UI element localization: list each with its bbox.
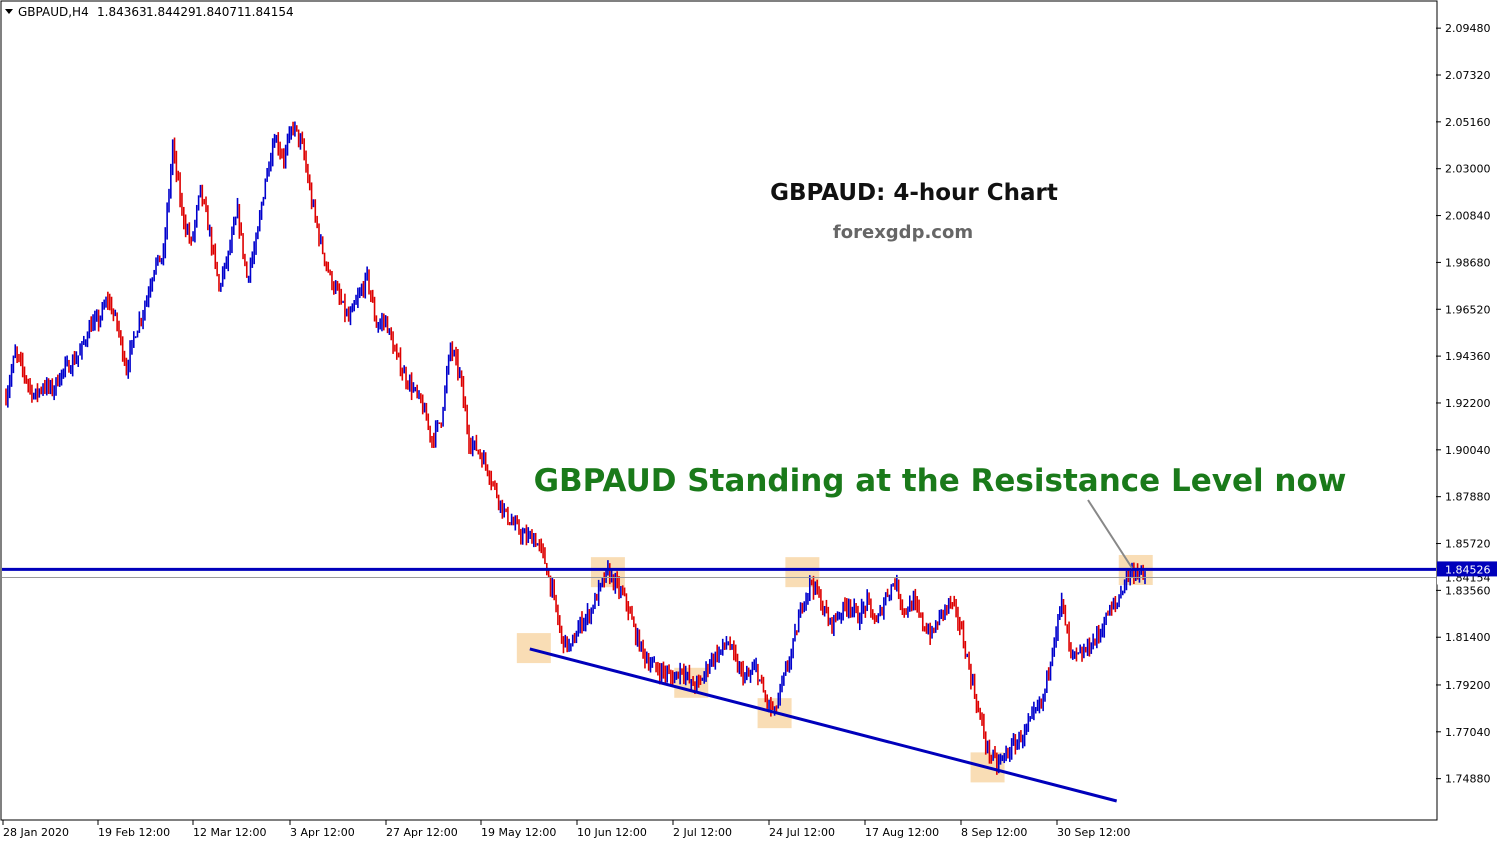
- y-tick-label: 1.90040: [1445, 444, 1491, 457]
- y-axis: 2.09480 2.07320 2.05160 2.03000 2.00840 1.986…: [1436, 22, 1497, 786]
- x-tick-label: 10 Jun 12:00: [577, 826, 647, 839]
- ohlc-open: 1.84363: [97, 5, 147, 19]
- y-tick-label: 2.03000: [1445, 163, 1491, 176]
- x-tick-label: 8 Sep 12:00: [961, 826, 1027, 839]
- y-tick-label: 1.77040: [1445, 726, 1491, 739]
- y-tick-label: 1.94360: [1445, 350, 1491, 363]
- ohlc-low: 1.84071: [195, 5, 245, 19]
- chart-subtitle: forexgdp.com: [833, 222, 973, 243]
- y-tick-label: 2.07320: [1445, 69, 1491, 82]
- y-tick-label: 1.83560: [1445, 584, 1491, 597]
- y-tick-label: 1.74880: [1445, 773, 1491, 786]
- y-tick-label: 2.05160: [1445, 116, 1491, 129]
- y-tick-label: 1.98680: [1445, 256, 1491, 269]
- y-tick-label: 1.85720: [1445, 538, 1491, 551]
- resistance-price-label-bg: [1437, 561, 1497, 577]
- y-tick-label: 2.09480: [1445, 22, 1491, 35]
- price-series: [5, 121, 1146, 775]
- resistance-price-label: 1.84526: [1445, 563, 1491, 576]
- annotation-pointer: [1087, 499, 1133, 569]
- x-tick-label: 17 Aug 12:00: [865, 826, 939, 839]
- x-tick-label: 3 Apr 12:00: [290, 826, 355, 839]
- x-tick-label: 24 Jul 12:00: [769, 826, 835, 839]
- ohlc-high: 1.84429: [146, 5, 196, 19]
- support-trendline: [529, 647, 1118, 803]
- x-tick-label: 28 Jan 2020: [3, 826, 69, 839]
- y-tick-label: 1.96520: [1445, 303, 1491, 316]
- y-tick-label: 2.00840: [1445, 210, 1491, 223]
- y-tick-label: 1.81400: [1445, 631, 1491, 644]
- symbol-timeframe: GBPAUD,H4: [18, 5, 89, 19]
- ohlc-close: 1.84154: [244, 5, 294, 19]
- x-tick-label: 12 Mar 12:00: [193, 826, 266, 839]
- x-tick-label: 19 Feb 12:00: [98, 826, 170, 839]
- resistance-annotation: GBPAUD Standing at the Resistance Level …: [534, 463, 1347, 499]
- plot-frame: [0, 0, 1438, 821]
- y-tick-label: 1.92200: [1445, 397, 1491, 410]
- highlight-zone: [516, 633, 551, 664]
- x-tick-label: 2 Jul 12:00: [673, 826, 732, 839]
- y-tick-label: 1.87880: [1445, 491, 1491, 504]
- x-tick-label: 19 May 12:00: [481, 826, 556, 839]
- x-axis: 28 Jan 2020 19 Feb 12:00 12 Mar 12:00 3 Apr…: [2, 820, 1130, 839]
- chart-title: GBPAUD: 4-hour Chart: [770, 180, 1058, 206]
- dropdown-triangle-icon[interactable]: [5, 9, 13, 14]
- x-tick-label: 27 Apr 12:00: [386, 826, 458, 839]
- level-lines: [2, 567, 1436, 803]
- x-tick-label: 30 Sep 12:00: [1057, 826, 1130, 839]
- y-tick-label: 1.79200: [1445, 679, 1491, 692]
